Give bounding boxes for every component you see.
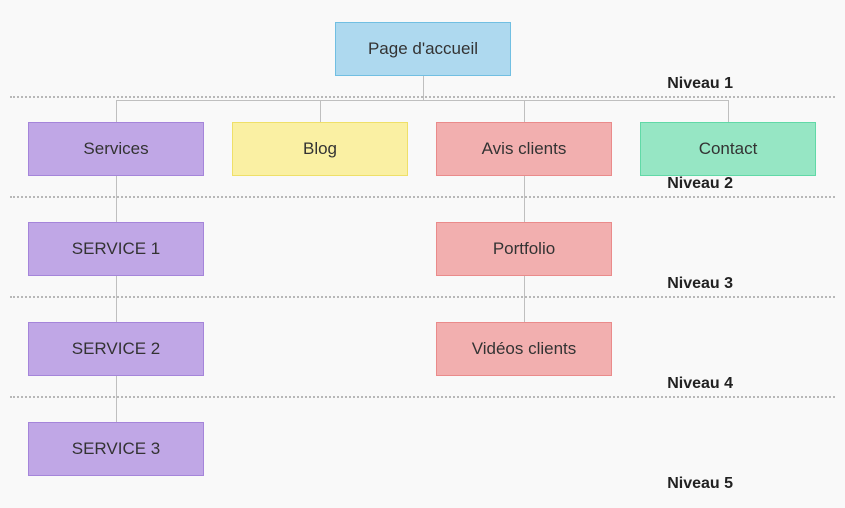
node-service1: SERVICE 1 [28, 222, 204, 276]
connector [524, 100, 525, 122]
node-videos: Vidéos clients [436, 322, 612, 376]
node-service2: SERVICE 2 [28, 322, 204, 376]
node-blog: Blog [232, 122, 408, 176]
node-root: Page d'accueil [335, 22, 511, 76]
connector [116, 376, 117, 422]
level-separator-1 [10, 96, 835, 98]
level-label-5: Niveau 5 [667, 475, 733, 493]
level-separator-2 [10, 196, 835, 198]
connector [524, 176, 525, 222]
level-label-1: Niveau 1 [667, 75, 733, 93]
connector [116, 100, 728, 101]
connector [116, 176, 117, 222]
node-avis: Avis clients [436, 122, 612, 176]
level-label-3: Niveau 3 [667, 275, 733, 293]
connector [728, 100, 729, 122]
level-label-2: Niveau 2 [667, 175, 733, 193]
node-contact: Contact [640, 122, 816, 176]
connector [320, 100, 321, 122]
node-services: Services [28, 122, 204, 176]
level-separator-3 [10, 296, 835, 298]
level-label-4: Niveau 4 [667, 375, 733, 393]
connector [116, 276, 117, 322]
node-service3: SERVICE 3 [28, 422, 204, 476]
level-separator-4 [10, 396, 835, 398]
node-portfolio: Portfolio [436, 222, 612, 276]
connector [524, 276, 525, 322]
connector [116, 100, 117, 122]
